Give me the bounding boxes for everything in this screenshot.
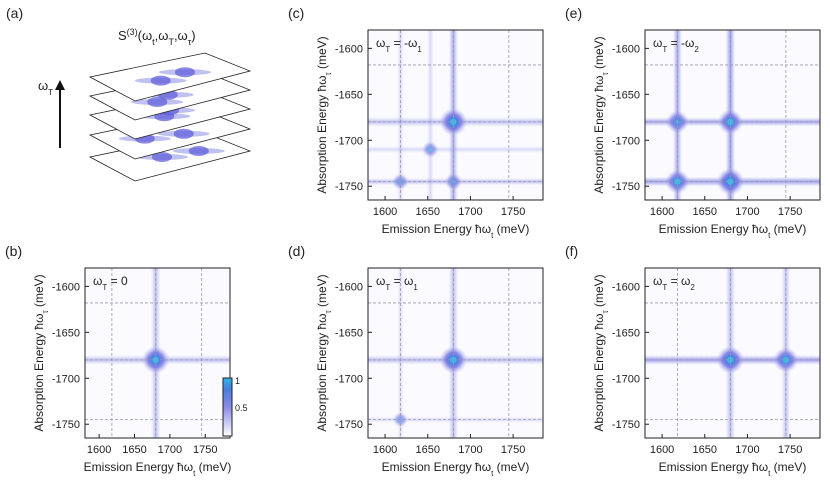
peak-marker (421, 141, 439, 158)
panel-label: (d) (288, 243, 305, 259)
x-tick-label: 1650 (416, 206, 440, 218)
y-axis-label: Absorption Energy ħωτ (meV) (315, 274, 333, 431)
panel-condition: ωT = ω2 (653, 274, 695, 292)
x-axis-label: Emission Energy ħωt (meV) (659, 460, 807, 478)
x-tick-label: 1700 (735, 444, 759, 456)
plot-area (85, 268, 230, 438)
y-axis-label: Absorption Energy ħωτ (meV) (315, 36, 333, 193)
sheet-peak (188, 146, 209, 156)
y-tick-label: -1750 (52, 419, 80, 431)
y-tick-label: -1600 (612, 43, 640, 55)
y-tick-label: -1600 (612, 281, 640, 293)
y-tick-label: -1650 (612, 327, 640, 339)
colorbar: 10.5 (222, 376, 248, 437)
sheet-peak (173, 128, 194, 139)
x-tick-label: 1750 (501, 206, 525, 218)
y-tick-label: -1700 (612, 373, 640, 385)
x-tick-label: 1650 (693, 444, 717, 456)
stack-sheet (88, 52, 252, 102)
plot-frame (84, 267, 231, 439)
y-tick-label: -1700 (335, 135, 363, 147)
sheet-peak (150, 75, 171, 86)
panel-b: 1600 1650 1700 1750 -1600 -1650 -1700 -1750 Emis… (5, 243, 248, 478)
plot-area (368, 268, 543, 438)
x-tick-label: 1700 (158, 444, 182, 456)
colorbar-tick-mid: 0.5 (235, 403, 248, 413)
peak-streak-v (426, 30, 434, 200)
panel-a-axis-label: ωT (38, 78, 53, 97)
panel-e: 1600 1650 1700 1750 -1600 -1650 -1700 -1750 Emis… (565, 5, 821, 240)
panel-label: (e) (565, 5, 582, 21)
x-tick-label: 1650 (693, 206, 717, 218)
x-tick-label: 1700 (458, 206, 482, 218)
y-tick-label: -1750 (335, 419, 363, 431)
panel-condition: ωT = -ω1 (376, 36, 422, 54)
panel-a-title: S(3)(ωt,ωT,ωτ) (118, 27, 196, 47)
y-tick-label: -1700 (52, 373, 80, 385)
panel-label-a: (a) (6, 5, 23, 21)
x-tick-label: 1650 (122, 444, 146, 456)
x-tick-label: 1750 (778, 444, 802, 456)
y-tick-label: -1700 (335, 373, 363, 385)
x-tick-label: 1600 (373, 206, 397, 218)
panel-condition: ωT = -ω2 (653, 36, 699, 54)
y-tick-label: -1700 (612, 135, 640, 147)
panel-d: 1600 1650 1700 1750 -1600 -1650 -1700 -1750 Emis… (288, 243, 544, 478)
colorbar-scale (222, 377, 233, 437)
plot-frame (367, 29, 544, 201)
y-tick-label: -1750 (612, 181, 640, 193)
y-tick-label: -1750 (612, 419, 640, 431)
plot-area (368, 30, 543, 200)
y-tick-label: -1650 (612, 89, 640, 101)
panel-label: (c) (288, 5, 304, 21)
panel-a: (a) S(3)(ωt,ωT,ωτ) ωT (6, 5, 252, 182)
x-tick-label: 1600 (650, 206, 674, 218)
x-tick-label: 1600 (373, 444, 397, 456)
sheet-peak (147, 97, 168, 107)
plot-frame (367, 267, 544, 439)
panel-condition: ωT = ω1 (376, 274, 418, 292)
y-axis-label: Absorption Energy ħωτ (meV) (32, 274, 50, 431)
x-axis-label: Emission Energy ħωt (meV) (382, 222, 530, 240)
y-tick-label: -1600 (52, 281, 80, 293)
y-axis-label: Absorption Energy ħωτ (meV) (592, 274, 610, 431)
y-tick-label: -1650 (335, 89, 363, 101)
y-tick-label: -1650 (335, 327, 363, 339)
omega-t-arrow-head (55, 80, 65, 90)
x-tick-label: 1700 (458, 444, 482, 456)
x-tick-label: 1600 (87, 444, 111, 456)
x-tick-label: 1650 (416, 444, 440, 456)
x-axis-label: Emission Energy ħωt (meV) (659, 222, 807, 240)
panel-condition: ωT = 0 (93, 274, 128, 292)
y-tick-label: -1650 (52, 327, 80, 339)
sheet-outline (88, 52, 252, 102)
peak-streak-h (368, 145, 543, 154)
x-tick-label: 1750 (778, 206, 802, 218)
x-tick-label: 1750 (501, 444, 525, 456)
y-tick-label: -1600 (335, 281, 363, 293)
sheet-peak (152, 152, 172, 162)
y-axis-label: Absorption Energy ħωτ (meV) (592, 36, 610, 193)
panel-label: (b) (5, 243, 22, 259)
x-tick-label: 1750 (193, 444, 217, 456)
spectra-stack (88, 52, 252, 182)
x-axis-label: Emission Energy ħωt (meV) (382, 460, 530, 478)
plot-frame (644, 29, 821, 201)
panel-f: 1600 1650 1700 1750 -1600 -1650 -1700 -1750 Emis… (565, 243, 821, 478)
panel-c: 1600 1650 1700 1750 -1600 -1650 -1700 -1750 Emis… (288, 5, 544, 240)
sheet-peak (175, 67, 195, 78)
colorbar-tick-max: 1 (235, 376, 240, 386)
plot-frame (644, 267, 821, 439)
y-tick-label: -1600 (335, 43, 363, 55)
plot-area (645, 268, 820, 438)
y-tick-label: -1750 (335, 181, 363, 193)
panel-label: (f) (565, 243, 578, 259)
x-tick-label: 1600 (650, 444, 674, 456)
x-tick-label: 1700 (735, 206, 759, 218)
x-axis-label: Emission Energy ħωt (meV) (84, 460, 232, 478)
plot-area (645, 30, 820, 200)
